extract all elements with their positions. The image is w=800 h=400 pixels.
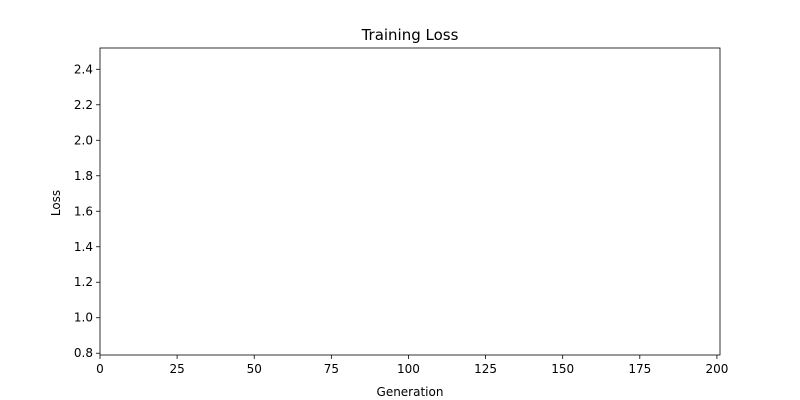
y-tick-label: 1.4 — [74, 240, 93, 254]
y-axis-label: Loss — [49, 190, 63, 216]
y-tick-label: 2.0 — [74, 133, 93, 147]
y-tick-label: 0.8 — [74, 346, 93, 360]
chart-title: Training Loss — [361, 26, 459, 44]
y-tick-label: 1.6 — [74, 204, 93, 218]
y-tick-label: 2.2 — [74, 98, 93, 112]
x-tick-label: 125 — [474, 362, 497, 376]
y-tick-label: 1.8 — [74, 169, 93, 183]
x-tick-label: 100 — [397, 362, 420, 376]
x-tick-label: 200 — [705, 362, 728, 376]
x-tick-label: 25 — [169, 362, 184, 376]
y-tick-label: 2.4 — [74, 62, 93, 76]
y-tick-label: 1.0 — [74, 311, 93, 325]
x-tick-label: 75 — [324, 362, 339, 376]
x-tick-label: 50 — [247, 362, 262, 376]
x-tick-label: 150 — [551, 362, 574, 376]
x-tick-label: 0 — [96, 362, 104, 376]
x-axis-label: Generation — [377, 385, 444, 399]
y-tick-label: 1.2 — [74, 275, 93, 289]
x-tick-label: 175 — [628, 362, 651, 376]
plot-frame — [99, 47, 721, 356]
